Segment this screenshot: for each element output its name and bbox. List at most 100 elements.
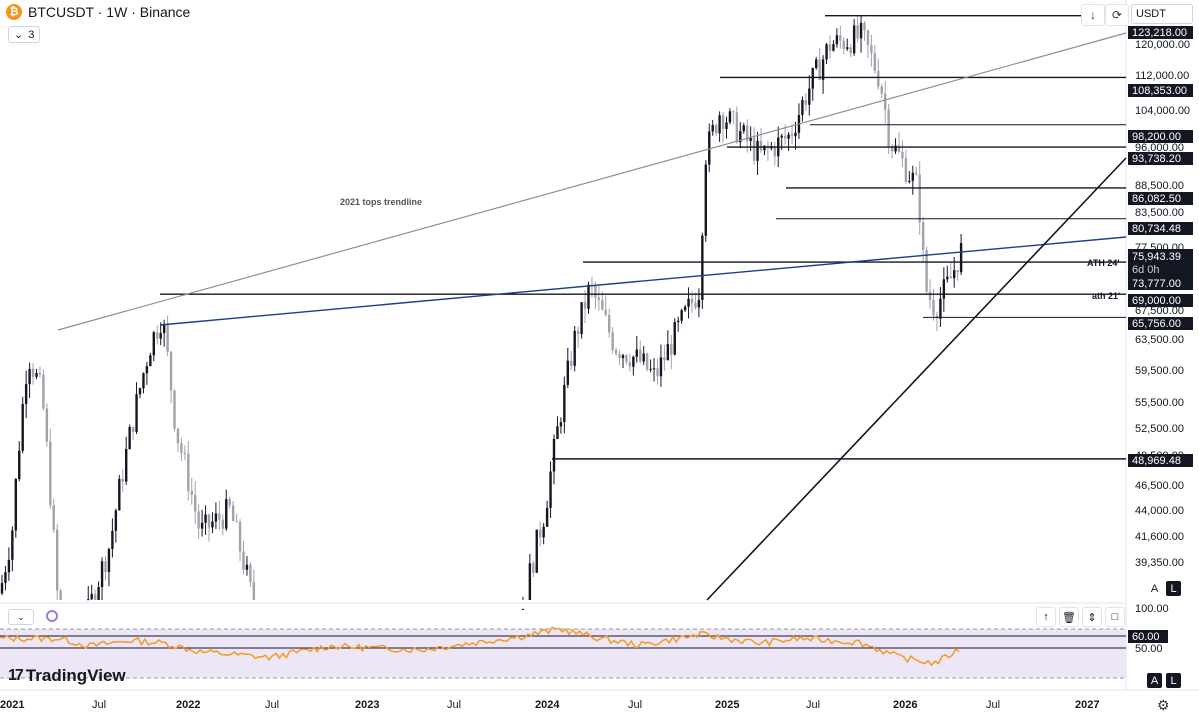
- candle-body: [652, 368, 656, 370]
- download-button[interactable]: ↓: [1081, 4, 1105, 26]
- candle-body: [570, 360, 573, 366]
- candle-body: [663, 357, 666, 361]
- trendline-blue[interactable]: [159, 236, 1127, 326]
- candle-body: [870, 45, 873, 54]
- candle-body: [156, 332, 159, 339]
- candle-body: [56, 529, 59, 591]
- candle-body: [763, 145, 766, 151]
- candle-body: [31, 368, 35, 377]
- candle-body: [801, 100, 804, 116]
- candle-body: [194, 494, 197, 512]
- rsi-axis-label: 50.00: [1135, 643, 1163, 655]
- candle-body: [587, 284, 590, 309]
- price-axis-label: 96,000.00: [1135, 142, 1184, 154]
- rsi-axis[interactable]: 100.00 50.00: [1135, 603, 1169, 655]
- candle-body: [608, 314, 611, 333]
- candle-body: [946, 276, 949, 280]
- candle-body: [749, 137, 752, 141]
- candle-body: [877, 70, 880, 87]
- price-axis-label: 67,500.00: [1135, 305, 1184, 317]
- candle-body: [162, 324, 166, 334]
- candle-body: [718, 115, 721, 134]
- time-axis-label: Jul: [92, 699, 106, 711]
- reset-button[interactable]: ⟳: [1105, 4, 1129, 26]
- candle-body: [107, 548, 111, 572]
- gear-icon[interactable]: ⚙: [1157, 697, 1170, 713]
- candle-body: [846, 47, 849, 49]
- rsi-band: [0, 629, 1126, 678]
- candles-layer: [0, 15, 963, 610]
- time-axis-label: 2024: [535, 699, 560, 711]
- candle-body: [218, 513, 221, 520]
- candle-body: [639, 349, 642, 362]
- candle-body: [152, 332, 155, 356]
- pane-up-button[interactable]: ↑: [1036, 607, 1056, 627]
- candle-body: [601, 299, 604, 310]
- rsi-auto-scale-button[interactable]: A: [1147, 673, 1162, 688]
- candle-body: [131, 426, 135, 432]
- annotation-ath-24: ATH 24': [1087, 258, 1119, 268]
- candle-body: [704, 164, 707, 236]
- currency-select[interactable]: USDT: [1131, 4, 1193, 24]
- candle-body: [925, 249, 928, 292]
- pane-collapse-button[interactable]: ⇕: [1082, 607, 1102, 627]
- candle-body: [128, 426, 131, 450]
- price-axis-label: 39,350.00: [1135, 557, 1184, 569]
- level-tag: 69,000.00: [1132, 295, 1181, 307]
- candle-body: [535, 529, 538, 573]
- candle-body: [890, 146, 894, 152]
- level-tag: 93,738.20: [1132, 153, 1181, 165]
- time-axis-label: Jul: [265, 699, 279, 711]
- candle-body: [656, 368, 659, 377]
- candle-body: [235, 521, 238, 523]
- candle-body: [200, 522, 204, 529]
- candle-body: [214, 513, 218, 522]
- candle-body: [249, 564, 252, 582]
- rsi-collapse-button[interactable]: ⌄: [8, 609, 34, 625]
- candle-body: [545, 507, 549, 527]
- time-axis-label: 2026: [893, 699, 917, 711]
- candle-body: [187, 453, 190, 491]
- pane-delete-button[interactable]: 🗑: [1059, 607, 1079, 627]
- candle-body: [542, 526, 545, 538]
- candle-body: [549, 471, 552, 508]
- candle-body: [145, 366, 149, 374]
- download-icon: ↓: [1090, 8, 1096, 22]
- trendline-2021-tops[interactable]: [57, 32, 1127, 331]
- candle-body: [594, 285, 597, 298]
- log-scale-button[interactable]: L: [1166, 581, 1181, 596]
- candle-body: [873, 53, 877, 71]
- trendline-support[interactable]: [706, 157, 1127, 601]
- candle-body: [711, 124, 714, 132]
- tradingview-logo[interactable]: 17 TradingView: [8, 666, 126, 686]
- reset-icon: ⟳: [1111, 8, 1123, 22]
- pane-maximize-button[interactable]: □: [1105, 607, 1125, 627]
- candle-body: [532, 563, 535, 573]
- price-axis-label: 88,500.00: [1135, 180, 1184, 192]
- candle-body: [677, 320, 680, 323]
- annotation-2021-tops: 2021 tops trendline: [340, 197, 422, 207]
- candle-body: [621, 355, 625, 359]
- symbol-header[interactable]: ₿ BTCUSDT · 1W · Binance: [6, 4, 190, 20]
- candle-body: [942, 279, 946, 299]
- trendlines-layer: [57, 32, 1127, 601]
- candle-body: [142, 373, 145, 389]
- candle-body: [735, 112, 739, 143]
- candle-body: [842, 40, 845, 49]
- candle-body: [915, 172, 918, 175]
- auto-scale-button[interactable]: A: [1147, 581, 1162, 596]
- indicators-toggle[interactable]: ⌄ 3: [8, 26, 41, 43]
- candle-body: [90, 593, 93, 600]
- time-axis[interactable]: 2021 Jul 2022 Jul 2023 Jul 2024 Jul 2025…: [0, 699, 1099, 711]
- level-tag: 80,734.48: [1132, 223, 1181, 235]
- rsi-axis-label: 100.00: [1135, 603, 1169, 615]
- candle-body: [821, 59, 825, 80]
- rsi-indicator-icon[interactable]: [46, 610, 58, 622]
- candle-body: [728, 111, 732, 123]
- candle-body: [632, 356, 635, 367]
- bitcoin-icon: ₿: [6, 4, 22, 20]
- rsi-log-scale-button[interactable]: L: [1166, 673, 1181, 688]
- candle-body: [866, 30, 870, 46]
- candle-body: [894, 145, 897, 152]
